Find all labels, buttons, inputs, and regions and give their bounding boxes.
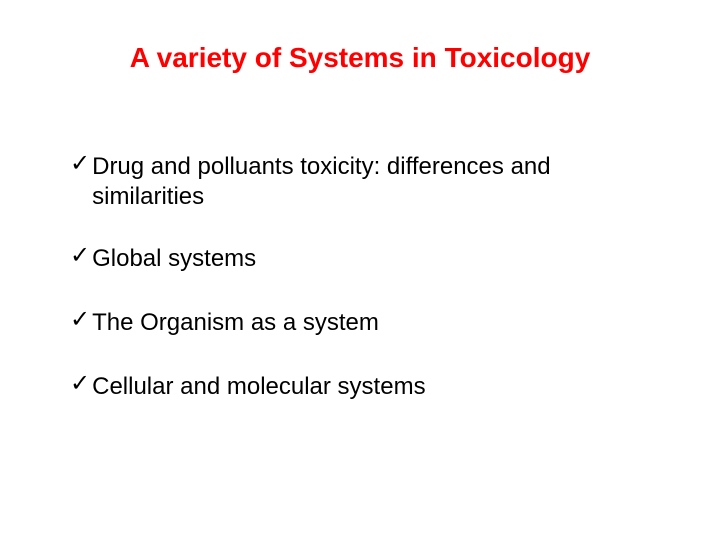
bullet-text: Global systems bbox=[92, 244, 256, 274]
slide: A variety of Systems in Toxicology ✓ Dru… bbox=[0, 0, 720, 540]
bullet-item-1: ✓ Drug and polluants toxicity: differenc… bbox=[70, 152, 660, 212]
slide-title: A variety of Systems in Toxicology bbox=[0, 42, 720, 74]
bullet-text: Drug and polluants toxicity: differences… bbox=[92, 152, 660, 212]
check-icon: ✓ bbox=[70, 372, 90, 396]
bullet-text: Cellular and molecular systems bbox=[92, 372, 425, 402]
bullet-item-3: ✓ The Organism as a system bbox=[70, 308, 660, 338]
bullet-item-2: ✓ Global systems bbox=[70, 244, 660, 274]
bullet-item-4: ✓ Cellular and molecular systems bbox=[70, 372, 660, 402]
check-icon: ✓ bbox=[70, 152, 90, 176]
check-icon: ✓ bbox=[70, 308, 90, 332]
bullet-text: The Organism as a system bbox=[92, 308, 379, 338]
check-icon: ✓ bbox=[70, 244, 90, 268]
